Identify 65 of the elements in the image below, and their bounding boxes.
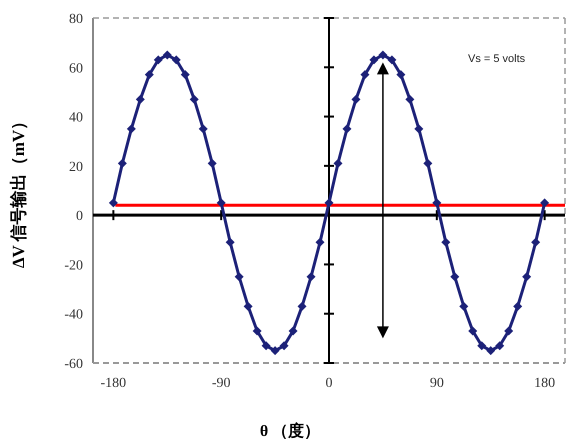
y-axis-title: ΔV 信号输出（mV） bbox=[9, 112, 28, 268]
x-tick-label: -90 bbox=[212, 376, 231, 391]
point bbox=[306, 272, 316, 282]
x-tick-label: 0 bbox=[326, 376, 332, 391]
point bbox=[360, 70, 370, 80]
point bbox=[162, 50, 172, 60]
point bbox=[324, 198, 334, 208]
point bbox=[441, 238, 450, 247]
x-tick-label: 180 bbox=[534, 376, 556, 391]
point bbox=[154, 55, 163, 64]
y-tick-label: -40 bbox=[64, 308, 83, 323]
y-tick-label: -20 bbox=[64, 258, 83, 274]
y-tick-label: 80 bbox=[69, 12, 83, 27]
point bbox=[208, 158, 217, 168]
point bbox=[118, 158, 127, 168]
point bbox=[414, 124, 424, 134]
point bbox=[252, 326, 262, 336]
point bbox=[234, 272, 244, 282]
point bbox=[378, 50, 388, 60]
point bbox=[477, 341, 486, 350]
point bbox=[172, 55, 181, 64]
y-tick-label: -60 bbox=[64, 357, 83, 372]
y-tick-label: 60 bbox=[69, 61, 83, 76]
point bbox=[540, 198, 550, 208]
point bbox=[369, 55, 378, 64]
point bbox=[316, 238, 325, 247]
point bbox=[126, 124, 136, 134]
point bbox=[351, 94, 360, 104]
y-tick-label: 40 bbox=[69, 110, 83, 126]
point bbox=[262, 341, 271, 350]
point bbox=[288, 326, 298, 336]
y-tick-label: 20 bbox=[69, 160, 83, 175]
x-tick-label: -180 bbox=[100, 376, 126, 391]
point bbox=[459, 302, 468, 311]
point bbox=[198, 124, 208, 134]
point bbox=[298, 302, 307, 311]
point bbox=[531, 238, 540, 247]
point bbox=[504, 326, 514, 336]
point bbox=[244, 302, 253, 311]
x-tick-label: 90 bbox=[430, 376, 444, 391]
point bbox=[432, 198, 442, 208]
point bbox=[468, 326, 478, 336]
point bbox=[180, 70, 190, 80]
point bbox=[270, 346, 280, 356]
point bbox=[216, 198, 226, 208]
point bbox=[333, 158, 342, 168]
point bbox=[280, 341, 289, 350]
x-axis-title: θ （度） bbox=[260, 421, 320, 440]
y-tick-label: 0 bbox=[76, 209, 83, 224]
point bbox=[423, 158, 432, 168]
point bbox=[190, 94, 199, 104]
point bbox=[396, 70, 406, 80]
point bbox=[342, 124, 352, 134]
point bbox=[136, 94, 145, 104]
point bbox=[144, 70, 154, 80]
point bbox=[226, 238, 235, 247]
point bbox=[450, 272, 460, 282]
point bbox=[522, 272, 532, 282]
point bbox=[405, 94, 414, 104]
point bbox=[495, 341, 504, 350]
point bbox=[486, 346, 496, 356]
point bbox=[387, 55, 396, 64]
point bbox=[108, 198, 118, 208]
point bbox=[513, 302, 522, 311]
annotation: Vs = 5 volts bbox=[468, 53, 526, 65]
